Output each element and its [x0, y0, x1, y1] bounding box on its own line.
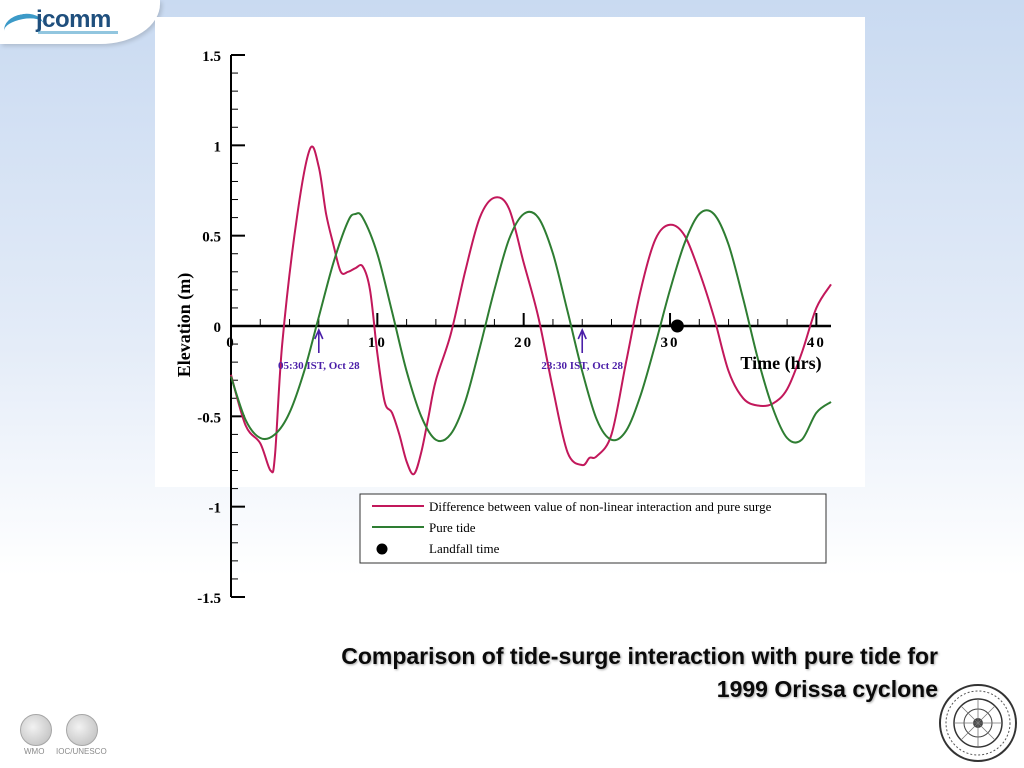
y-tick-label: -0.5 [197, 410, 221, 426]
y-tick-label: 0.5 [202, 230, 221, 246]
annotation-label: 23:30 IST, Oct 28 [541, 360, 623, 372]
legend-label: Difference between value of non-linear i… [429, 499, 772, 514]
x-tick-label: 20 [514, 335, 533, 351]
chart-panel [155, 17, 865, 487]
legend: Difference between value of non-linear i… [359, 493, 827, 564]
legend-swatch-dot [376, 543, 388, 555]
ioc-unesco-emblem-icon [66, 714, 98, 746]
y-tick-label: -1 [209, 501, 222, 517]
logo-underline [38, 31, 118, 34]
y-tick-label: 1 [214, 139, 222, 155]
institute-seal-icon [939, 684, 1017, 762]
annotation-arrow-head [314, 328, 324, 340]
wmo-emblem-icon [20, 714, 52, 746]
elevation-chart: 1.510.50-0.5-1-1.5 0 10 20 30 40 05:30 IST, … [174, 49, 832, 607]
y-tick-label: 0 [214, 320, 222, 336]
footer-label-ioc-unesco: IOC/UNESCO [56, 747, 107, 756]
series-line-difference [230, 145, 832, 476]
x-axis-label: Time (hrs) [740, 353, 821, 374]
legend-label: Pure tide [429, 520, 476, 535]
legend-label: Landfall time [429, 541, 500, 556]
series-line-pure-tide [230, 209, 832, 444]
caption-line-1: Comparison of tide-surge interaction wit… [341, 643, 938, 669]
landfall-marker [670, 319, 684, 333]
y-tick-label: 1.5 [202, 49, 221, 65]
x-tick-label: 40 [807, 335, 826, 351]
x-axis: 0 10 20 30 40 [226, 313, 831, 351]
legend-box [359, 493, 827, 564]
caption-line-2: 1999 Orissa cyclone [716, 676, 938, 702]
x-tick-label: 0 [226, 335, 236, 351]
footer-label-wmo: WMO [24, 747, 45, 756]
y-tick-label: -1.5 [197, 591, 221, 607]
annotations: 05:30 IST, Oct 28 23:30 IST, Oct 28 [278, 328, 624, 372]
y-axis-label: Elevation (m) [174, 273, 195, 377]
jcomm-logo: jcomm [0, 0, 160, 45]
series-lines [230, 145, 832, 476]
x-tick-label: 30 [661, 335, 680, 351]
annotation-label: 05:30 IST, Oct 28 [278, 360, 360, 372]
y-axis: 1.5 1 0.5 0 -0.5 -1 -1.5 [197, 49, 245, 607]
annotation-arrow-head [577, 328, 587, 340]
logo-text: jcomm [36, 6, 111, 33]
slide-caption: Comparison of tide-surge interaction wit… [160, 640, 938, 706]
